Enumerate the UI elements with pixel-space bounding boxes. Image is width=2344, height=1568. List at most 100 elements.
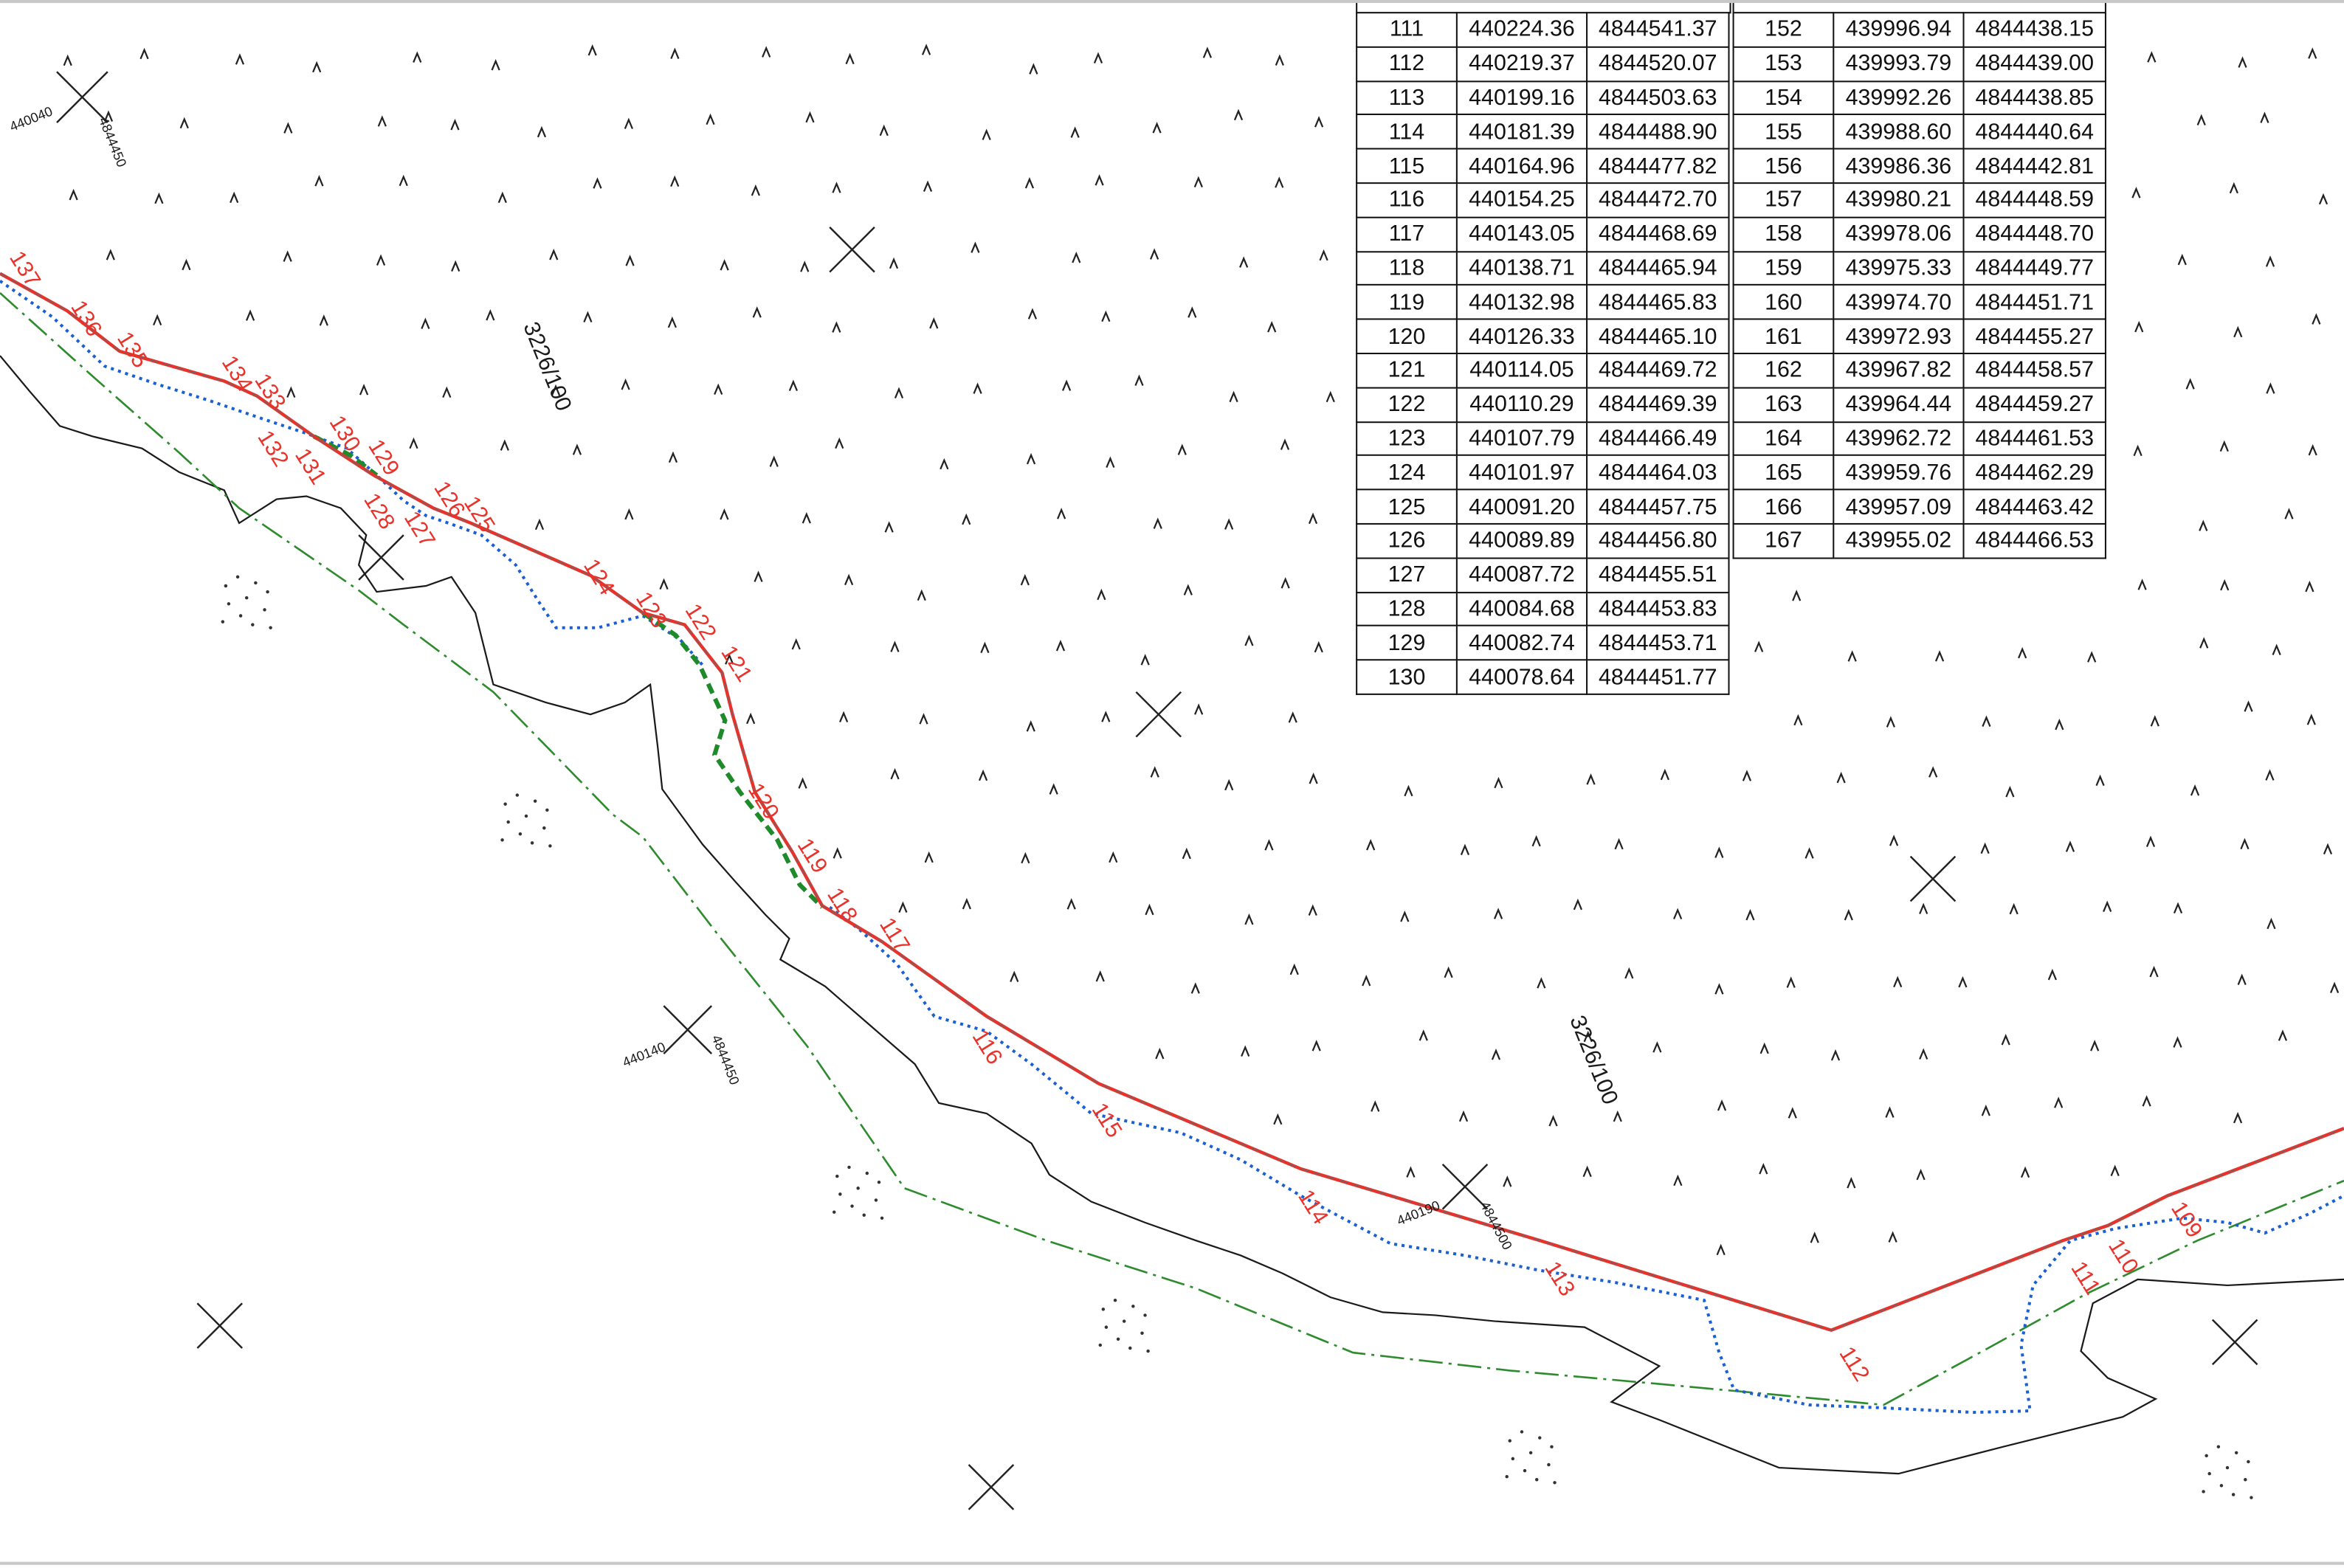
grass-symbol	[500, 439, 509, 451]
grass-symbol	[1889, 835, 1899, 846]
shrub-dot	[856, 1187, 860, 1190]
y-coordinate-cell: 4844488.90	[1586, 114, 1730, 150]
shrub-dot	[2207, 1471, 2211, 1476]
y-coordinate-cell: 4844451.77	[1586, 659, 1730, 695]
grid-coordinate-label: 4844450	[96, 115, 129, 169]
table-row: 116 440154.25 4844472.70	[1356, 182, 1730, 218]
grid-cross	[56, 71, 108, 123]
grass-symbol	[1202, 46, 1213, 58]
table-row: 118 440138.71 4844465.94	[1356, 250, 1730, 286]
grass-symbol	[2266, 382, 2275, 394]
grass-symbol	[1406, 1166, 1416, 1178]
x-coordinate-cell: 439959.76	[1833, 455, 1965, 491]
grass-symbol	[720, 259, 729, 271]
green-dashed-boundary	[641, 610, 824, 909]
y-coordinate-cell: 4844438.15	[1962, 12, 2106, 48]
shrub-dot	[503, 802, 507, 806]
grass-symbol	[1106, 456, 1115, 468]
grass-symbol	[1624, 967, 1634, 979]
grass-symbol	[1916, 1168, 1926, 1181]
y-coordinate-cell: 4844541.37	[1586, 12, 1730, 48]
grass-symbol	[714, 383, 723, 396]
shrub-dot	[1104, 1325, 1109, 1329]
grass-symbol	[2260, 111, 2269, 123]
grass-symbol	[1660, 768, 1669, 781]
table-row: 152 439996.94 4844438.15	[1732, 12, 2106, 48]
grass-symbol	[2219, 440, 2229, 452]
shrub-dot	[1098, 1343, 1103, 1347]
grass-symbol	[1458, 1110, 1469, 1122]
grass-symbol	[1888, 1231, 1897, 1243]
boundary-point-label: 132	[252, 426, 294, 471]
grass-symbol	[319, 314, 328, 326]
grass-symbol	[1264, 839, 1274, 851]
grid-coordinate-label: 4844450	[709, 1033, 742, 1087]
shrub-dot	[2205, 1454, 2208, 1458]
shrub-dot	[515, 793, 520, 797]
grass-symbol	[659, 578, 669, 590]
grass-symbol	[2199, 637, 2209, 649]
grass-symbol	[1810, 1232, 1819, 1243]
grass-symbol	[376, 254, 386, 266]
grass-symbol	[894, 387, 904, 399]
grid-cross	[1909, 855, 1957, 902]
grid-coordinate-label: 440140	[621, 1040, 668, 1070]
grass-symbol	[486, 308, 495, 321]
shrub-dot	[880, 1216, 884, 1220]
grass-symbol	[1759, 1163, 1768, 1175]
grass-symbol	[1280, 577, 1290, 589]
grass-symbol	[235, 53, 245, 65]
grass-symbol	[1241, 1045, 1250, 1057]
grass-symbol	[1793, 714, 1803, 726]
x-coordinate-cell: 439992.26	[1833, 80, 1965, 116]
x-coordinate-cell: 439986.36	[1833, 148, 1965, 184]
grass-symbol	[1093, 52, 1103, 63]
table-row: 166 439957.09 4844463.42	[1732, 488, 2106, 525]
grass-symbol	[917, 589, 926, 601]
grid-cross	[196, 1302, 243, 1349]
grass-symbol	[2240, 837, 2250, 850]
grass-symbol	[1583, 1030, 1593, 1043]
grass-symbol	[1095, 174, 1104, 186]
grass-symbol	[179, 117, 189, 129]
shrub-dot	[518, 832, 523, 836]
grid-coordinate-label: 4844500	[1478, 1199, 1515, 1252]
grass-symbol	[2005, 786, 2015, 798]
grass-symbol	[442, 386, 452, 398]
x-coordinate-cell: 439980.21	[1833, 182, 1965, 218]
shrub-dot	[542, 826, 546, 830]
grass-symbol	[245, 309, 255, 321]
point-number-cell: 158	[1732, 216, 1835, 252]
grass-symbol	[497, 191, 507, 204]
grass-symbol	[1288, 711, 1297, 723]
grass-symbol	[800, 260, 810, 272]
grass-symbol	[1024, 176, 1035, 189]
table-row: 125 440091.20 4844457.75	[1356, 488, 1730, 525]
shrub-symbol	[1098, 1298, 1150, 1353]
point-number-cell: 155	[1732, 114, 1835, 150]
y-coordinate-cell: 4844438.85	[1962, 80, 2106, 116]
grid-cross	[358, 534, 404, 581]
point-number-cell: 112	[1356, 46, 1458, 82]
grass-symbol	[624, 117, 633, 129]
point-number-cell: 164	[1732, 421, 1835, 457]
boundary-point-label: 123	[631, 587, 672, 632]
shrub-dot	[847, 1165, 851, 1170]
table-row: 120 440126.33 4844465.10	[1356, 318, 1730, 354]
grass-symbol	[754, 570, 763, 582]
grass-symbol	[1314, 640, 1323, 653]
table-row: 164 439962.72 4844461.53	[1732, 421, 2106, 457]
table-row: 159 439975.33 4844449.77	[1732, 250, 2106, 286]
grass-symbol	[1745, 908, 1755, 921]
grass-symbol	[668, 451, 678, 463]
table-row: 127 440087.72 4844455.51	[1356, 557, 1730, 593]
grass-symbol	[2272, 643, 2281, 655]
grass-symbol	[2009, 902, 2019, 915]
x-coordinate-cell: 440126.33	[1455, 318, 1588, 354]
y-coordinate-cell: 4844465.83	[1586, 284, 1730, 320]
grass-symbol	[1055, 640, 1066, 652]
grass-symbol	[844, 573, 854, 586]
shrub-dot	[238, 614, 243, 618]
grass-symbol	[377, 115, 387, 127]
grass-symbol	[1190, 982, 1200, 994]
